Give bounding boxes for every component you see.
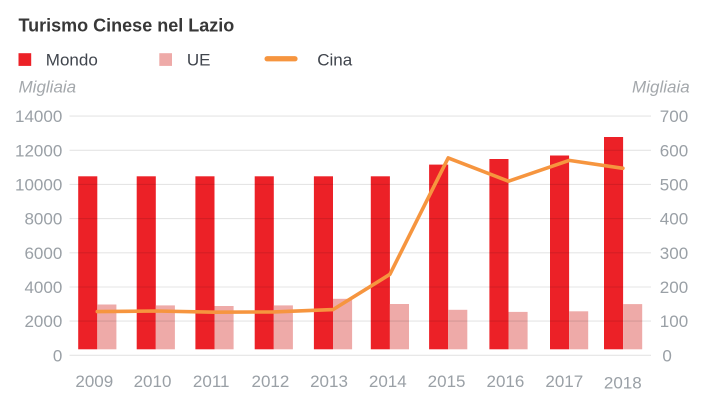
svg-text:Migliaia: Migliaia [19,78,77,97]
svg-text:2017: 2017 [545,372,583,391]
svg-text:2016: 2016 [486,372,524,391]
svg-text:6000: 6000 [24,244,62,263]
svg-text:10000: 10000 [15,175,62,194]
svg-text:UE: UE [187,50,211,69]
svg-text:2010: 2010 [134,372,172,391]
svg-text:100: 100 [660,312,688,331]
svg-text:Mondo: Mondo [46,50,98,69]
svg-text:2018: 2018 [604,374,642,393]
svg-text:0: 0 [53,346,62,365]
svg-text:700: 700 [660,107,688,126]
svg-text:8000: 8000 [24,210,62,229]
svg-text:2012: 2012 [251,372,289,391]
svg-text:4000: 4000 [24,278,62,297]
svg-text:2014: 2014 [369,372,407,391]
svg-text:Cina: Cina [317,50,353,69]
svg-text:12000: 12000 [15,141,62,160]
svg-text:14000: 14000 [15,107,62,126]
svg-text:2009: 2009 [75,372,113,391]
svg-text:2015: 2015 [428,372,466,391]
svg-text:2000: 2000 [24,312,62,331]
svg-text:200: 200 [660,278,688,297]
svg-text:Turismo Cinese nel Lazio: Turismo Cinese nel Lazio [19,15,235,35]
svg-text:400: 400 [660,210,688,229]
svg-text:2011: 2011 [193,372,230,391]
svg-text:Migliaia: Migliaia [632,78,690,97]
svg-text:500: 500 [660,175,688,194]
svg-text:0: 0 [662,346,671,365]
svg-text:2013: 2013 [310,372,348,391]
svg-text:600: 600 [660,141,688,160]
svg-text:300: 300 [660,244,688,263]
